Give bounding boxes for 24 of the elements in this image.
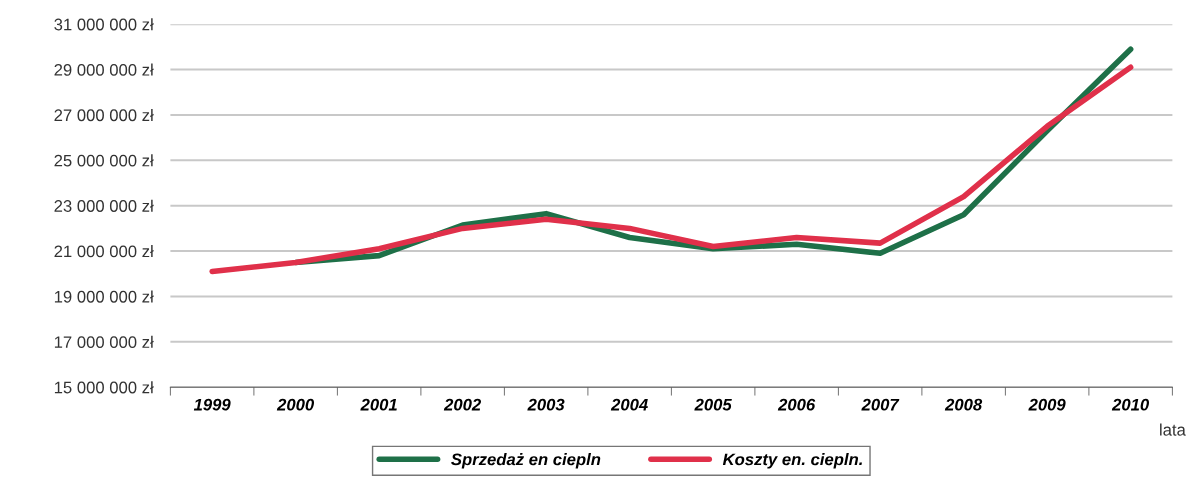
y-tick-label: 31 000 000 zł: [54, 18, 154, 31]
y-tick-label: 21 000 000 zł: [54, 245, 154, 258]
y-tick-label: 27 000 000 zł: [54, 108, 154, 122]
y-tick-label: 23 000 000 zł: [54, 199, 154, 212]
y-tick-label: 29 000 000 zł: [54, 63, 154, 76]
x-tick-label: 2003: [527, 398, 565, 411]
legend-label: Koszty en. ciepln.: [722, 453, 862, 469]
x-tick-label: 2009: [1028, 398, 1066, 411]
x-tick-label: 2000: [276, 398, 315, 411]
y-tick-label: 19 000 000 zł: [54, 290, 154, 303]
x-tick-label: 2005: [694, 398, 732, 411]
x-axis-title: lata: [1160, 423, 1186, 436]
x-tick-label: 2008: [944, 398, 983, 411]
x-tick-label: 2007: [861, 398, 900, 411]
x-tick-label: 2006: [777, 398, 816, 411]
x-tick-label: 2010: [1111, 398, 1150, 411]
x-tick-label: 2004: [610, 398, 648, 411]
x-tick-label: 2002: [443, 398, 482, 411]
legend-label: Sprzedaż en ciepln: [451, 453, 601, 469]
y-tick-label: 15 000 000 zł: [54, 381, 154, 394]
x-tick-label: 2001: [360, 398, 397, 411]
y-tick-label: 25 000 000 zł: [54, 154, 154, 167]
x-tick-label: 1999: [193, 398, 231, 411]
y-tick-label: 17 000 000 zł: [54, 335, 154, 349]
